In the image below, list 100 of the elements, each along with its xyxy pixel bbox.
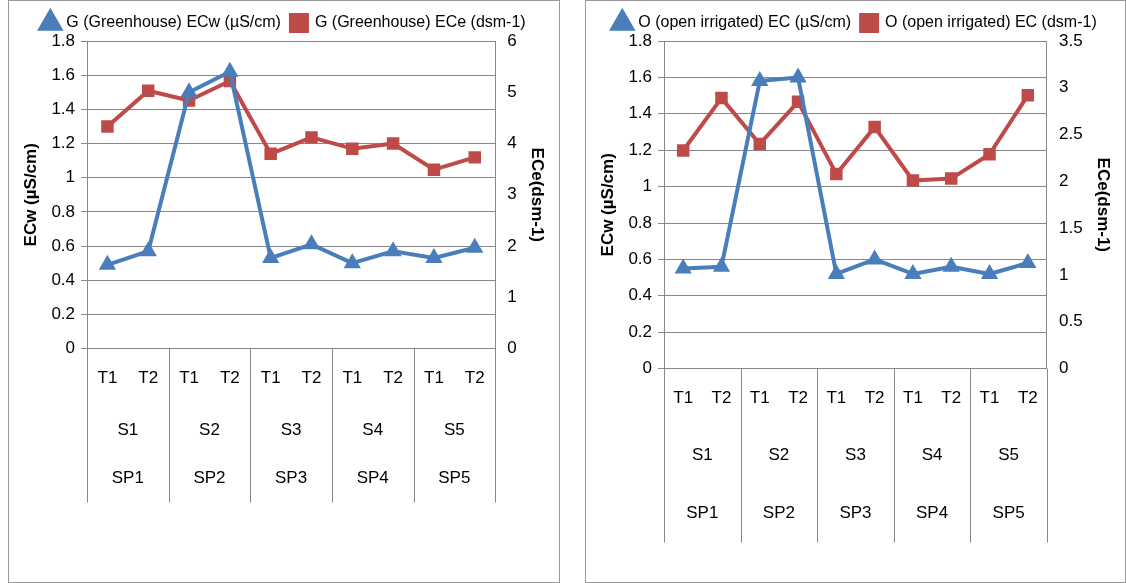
y2-tick-label: 5	[507, 81, 517, 101]
text: SP3	[839, 503, 872, 523]
x-tick-label: T1	[179, 368, 199, 388]
x-tick-label: T1	[673, 388, 694, 408]
y2-tick-label: 4	[507, 133, 517, 153]
y-tick-label: 1.6	[51, 64, 76, 84]
y-tick-label: 0.4	[51, 269, 76, 289]
point	[222, 61, 239, 77]
text: SP4	[916, 503, 949, 523]
y-tick-label: 0.6	[628, 249, 653, 269]
point	[944, 172, 958, 185]
point	[830, 167, 843, 181]
point	[1020, 255, 1036, 269]
x-tick-label: T2	[383, 368, 404, 388]
y2-tick-label: 2	[1058, 171, 1069, 191]
y-tick-label: 0	[65, 338, 76, 358]
x-tick-label: T2	[711, 388, 732, 408]
point	[714, 258, 729, 272]
y2-tick-label: 1	[1058, 264, 1069, 284]
x-tick-label: T1	[97, 368, 118, 388]
y-tick-label: 0.2	[51, 304, 76, 324]
point	[867, 251, 882, 265]
text: SP4	[356, 468, 389, 488]
point	[466, 237, 484, 253]
point	[790, 69, 806, 83]
x-tick-label: T2	[464, 368, 485, 388]
x-tick-label: T1	[749, 388, 770, 408]
text: SP5	[992, 503, 1025, 523]
point	[905, 265, 921, 279]
y-tick-label: 0.4	[628, 285, 653, 305]
text: SP3	[275, 468, 308, 488]
x-tick-label: T2	[941, 388, 962, 408]
x-tick-label: T2	[219, 368, 240, 388]
x-tick-label: T1	[424, 368, 444, 388]
y-tick-label: 1.2	[628, 139, 653, 159]
text: S1	[117, 420, 139, 440]
point	[305, 131, 318, 144]
x-tick-label: T1	[342, 368, 363, 388]
text: S2	[199, 420, 220, 440]
x-tick-label: T2	[138, 368, 159, 388]
y-tick-label: 1.4	[628, 103, 653, 123]
text: SP1	[686, 503, 719, 523]
y2-tick-label: 0	[1058, 358, 1069, 378]
y-tick-label: 1.6	[628, 67, 653, 87]
y2-tick-label: 3	[507, 184, 517, 204]
x-tick-label: T2	[864, 388, 885, 408]
point	[752, 73, 767, 87]
y2-axis-title: ECe(dsm-1)	[528, 147, 548, 243]
point	[1021, 89, 1035, 102]
point	[676, 144, 690, 157]
y2-tick-label: 1	[507, 287, 517, 307]
point	[715, 91, 728, 105]
text: S5	[443, 420, 465, 440]
point	[675, 260, 691, 274]
y-axis-title: ECw (µS/cm)	[597, 153, 617, 257]
x-tick-label: T1	[903, 388, 923, 408]
y-tick-label: 1.4	[51, 99, 76, 119]
y-tick-label: 0.8	[51, 201, 76, 221]
y2-axis-title: ECe(dsm-1)	[1094, 157, 1114, 253]
y-tick-label: 0.8	[628, 212, 653, 232]
point	[753, 137, 767, 151]
text: SP5	[438, 468, 471, 488]
legend-label: O (open irrigated) EC (dsm-1)	[885, 13, 1097, 31]
x-tick-label: T1	[826, 388, 847, 408]
y-tick-label: 1	[642, 176, 653, 196]
x-tick-label: T1	[979, 388, 1000, 408]
text: S5	[998, 445, 1020, 465]
point	[829, 265, 844, 279]
point	[868, 120, 881, 134]
y2-tick-label: 2	[507, 235, 517, 255]
x-tick-label: T2	[301, 368, 322, 388]
y-tick-label: 1.8	[51, 30, 76, 50]
text: S4	[362, 420, 384, 440]
point	[982, 265, 997, 279]
y-tick-label: 0.2	[628, 321, 653, 341]
text: S2	[768, 445, 790, 465]
y2-tick-label: 0	[507, 338, 517, 358]
point	[264, 147, 277, 161]
text: SP2	[193, 468, 226, 488]
point	[385, 243, 401, 257]
point	[983, 148, 996, 161]
x-tick-label: T2	[788, 388, 808, 408]
point	[906, 174, 920, 187]
point	[345, 255, 360, 269]
point	[346, 142, 359, 155]
y2-tick-label: 2.5	[1058, 124, 1083, 144]
legend-label: G (Greenhouse) ECw (µS/cm)	[66, 13, 281, 31]
y2-tick-label: 3	[1058, 77, 1069, 97]
text: S1	[691, 445, 713, 465]
text: S4	[921, 445, 943, 465]
y2-tick-label: 1.5	[1058, 217, 1083, 237]
point	[468, 151, 481, 164]
y-tick-label: 1	[65, 167, 76, 187]
y-tick-label: 0.6	[51, 235, 76, 255]
point	[426, 250, 442, 264]
point	[141, 243, 156, 257]
point	[386, 137, 400, 150]
y-tick-label: 1.2	[51, 133, 76, 153]
point	[142, 84, 155, 97]
point	[304, 236, 319, 250]
